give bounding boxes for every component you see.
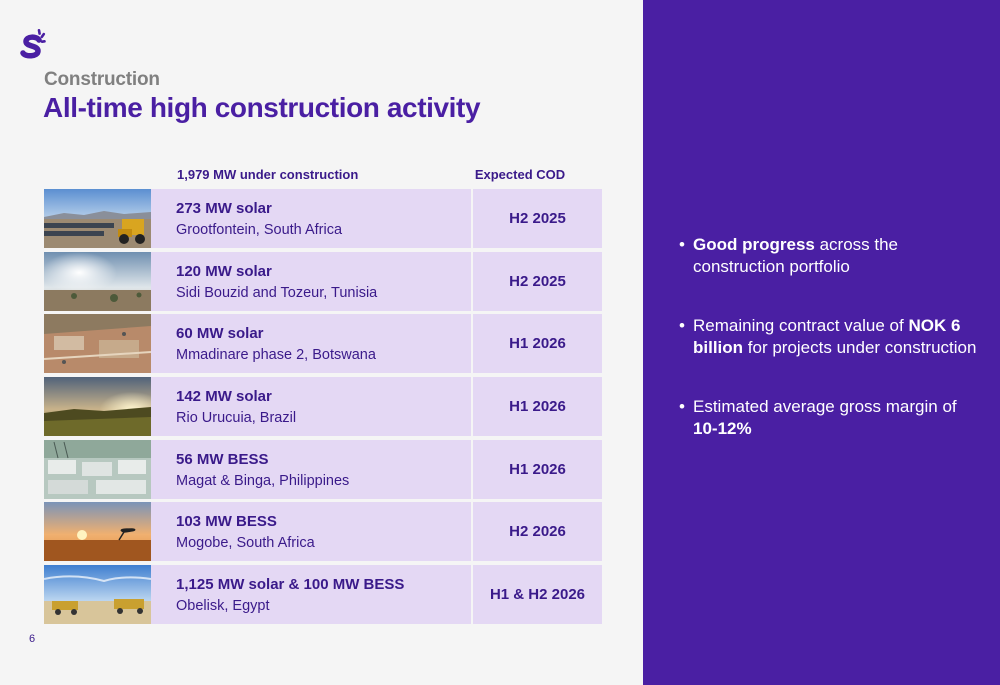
project-name: 56 MW BESS: [176, 450, 269, 468]
table-row: 60 MW solar Mmadinare phase 2, Botswana …: [44, 314, 602, 374]
page-title: All-time high construction activity: [43, 92, 481, 123]
project-location: Rio Urucuia, Brazil: [176, 410, 297, 427]
table-row: 142 MW solar Rio Urucuia, Brazil H1 2026: [44, 377, 602, 437]
project-location: Obelisk, Egypt: [176, 598, 270, 615]
project-cod: H2 2026: [471, 502, 602, 562]
project-cod: H1 2026: [471, 314, 602, 374]
project-name: 273 MW solar: [176, 200, 272, 217]
project-location: Grootfontein, South Africa: [176, 222, 343, 238]
aerial-construction-site-photo: [44, 314, 151, 374]
project-location: Magat & Binga, Philippines: [176, 472, 350, 489]
project-location: Sidi Bouzid and Tozeur, Tunisia: [176, 284, 378, 301]
project-cod: H1 & H2 2026: [471, 565, 602, 625]
project-name: 1,125 MW solar & 100 MW BESS: [176, 576, 405, 594]
list-item: Remaining contract value of NOK 6 billio…: [679, 315, 984, 359]
project-cod: H1 2026: [471, 439, 602, 499]
table-row: 273 MW solar Grootfontein, South Africa …: [44, 189, 602, 248]
project-location: Mogobe, South Africa: [176, 535, 315, 552]
column-header-cod: Expected COD: [474, 167, 566, 182]
project-name: 60 MW solar: [176, 325, 264, 343]
project-cod: H1 2026: [471, 377, 602, 437]
company-logo: [20, 28, 46, 59]
solar-site-with-loader-photo: [44, 189, 151, 248]
projects-table: 273 MW solar Grootfontein, South Africa …: [44, 189, 602, 628]
grassland-sunset-photo: [44, 377, 151, 437]
project-cod: H2 2025: [471, 189, 602, 248]
project-name: 142 MW solar: [176, 388, 272, 406]
project-name: 103 MW BESS: [176, 513, 277, 531]
table-row: 56 MW BESS Magat & Binga, Philippines H1…: [44, 439, 602, 499]
desert-sunrise-photo: [44, 251, 151, 311]
project-name: 120 MW solar: [176, 262, 272, 280]
savanna-sunset-photo: [44, 502, 151, 562]
project-cod: H2 2025: [471, 251, 602, 311]
list-item: Estimated average gross margin of 10-12%: [679, 396, 984, 440]
table-row: 103 MW BESS Mogobe, South Africa H2 2026: [44, 502, 602, 562]
table-row: 1,125 MW solar & 100 MW BESS Obelisk, Eg…: [44, 565, 602, 625]
project-location: Mmadinare phase 2, Botswana: [176, 347, 376, 364]
page-number: 6: [29, 633, 36, 645]
highlights-list: Good progress across the construction po…: [679, 234, 984, 477]
column-header-capacity: 1,979 MW under construction: [177, 167, 359, 182]
battery-storage-site-photo: [44, 439, 151, 499]
highlights-panel: Good progress across the construction po…: [643, 0, 1000, 685]
section-eyebrow: Construction: [44, 69, 160, 90]
table-row: 120 MW solar Sidi Bouzid and Tozeur, Tun…: [44, 251, 602, 311]
list-item: Good progress across the construction po…: [679, 234, 984, 278]
desert-graders-photo: [44, 565, 151, 625]
